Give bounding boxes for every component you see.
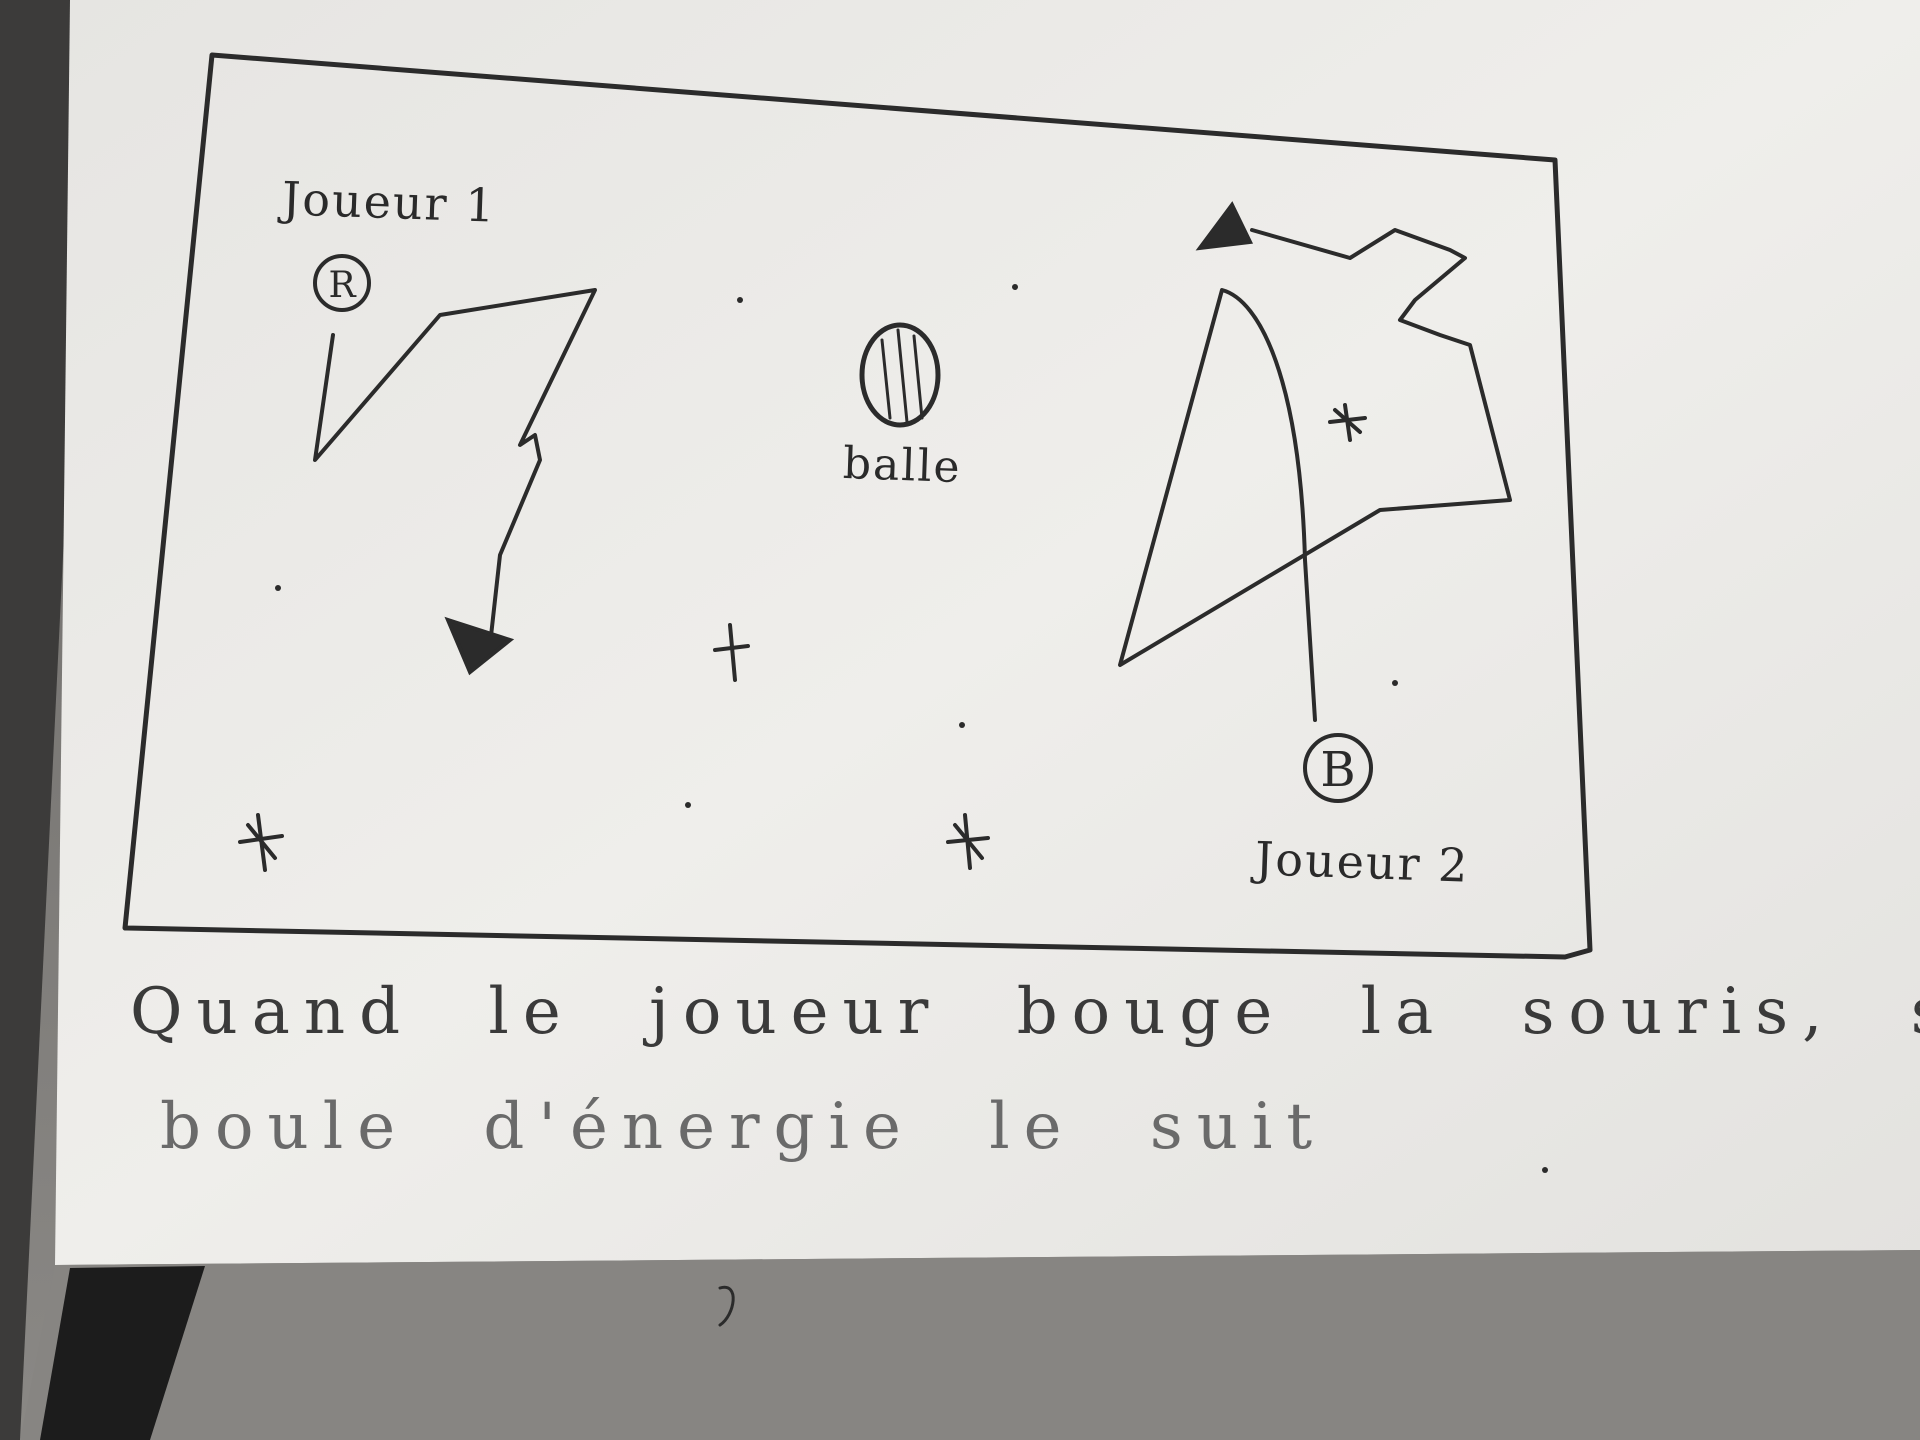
- player2-marker-letter: B: [1320, 742, 1355, 798]
- star-icon: [713, 623, 750, 682]
- star-icon: [238, 813, 284, 872]
- game-frame: [122, 52, 1593, 960]
- star-marks: [238, 403, 1367, 872]
- player2-path: [1118, 228, 1512, 722]
- player2-marker-circle: [1303, 733, 1373, 803]
- player1-label: Joueur 1: [281, 171, 498, 233]
- player2-label: Joueur 2: [1254, 831, 1471, 893]
- player1-energy-ball-icon: [444, 616, 515, 676]
- player2-energy-ball-icon: [1195, 201, 1254, 251]
- star-icon: [1328, 403, 1367, 442]
- caption-line-2: boule d'énergie le suit: [160, 1090, 1327, 1164]
- player1-marker-circle: [313, 254, 371, 312]
- caption-line-1: Quand le joueur bouge la souris, sa: [130, 975, 1920, 1049]
- desk-mark: [718, 1285, 735, 1327]
- ball-label: balle: [842, 437, 963, 494]
- star-icon: [946, 813, 990, 870]
- player1-marker-letter: R: [328, 265, 356, 306]
- ball-icon: [859, 322, 941, 428]
- player1-path: [313, 288, 597, 647]
- dots: [275, 284, 1548, 1173]
- ball-hatching-icon: [880, 328, 924, 424]
